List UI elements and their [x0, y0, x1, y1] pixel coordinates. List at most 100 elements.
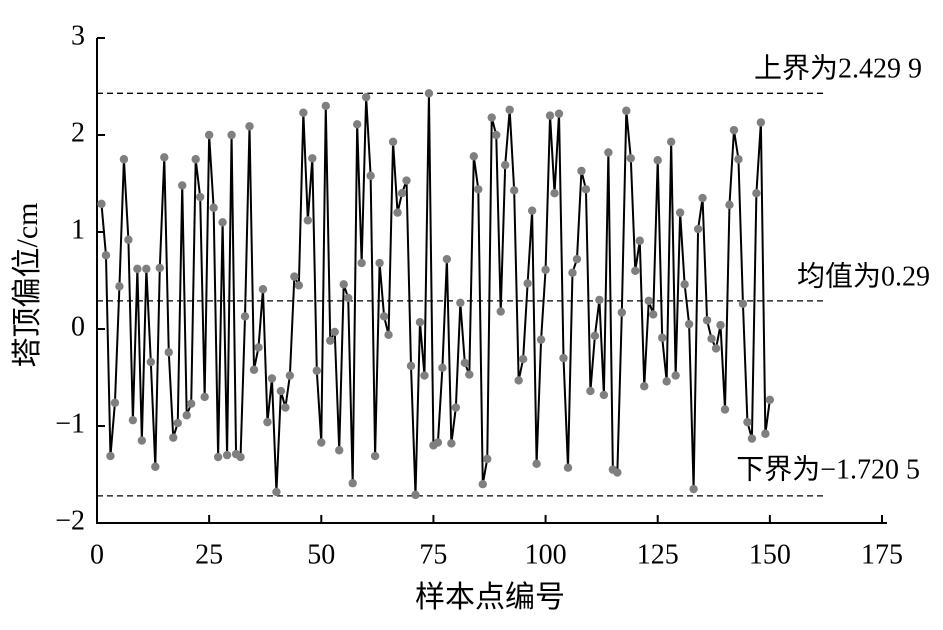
x-tick-label: 125 — [637, 539, 679, 570]
data-point — [124, 235, 133, 244]
reference-label: 上界为2.429 9 — [754, 53, 922, 85]
data-point — [402, 176, 411, 185]
data-point — [689, 484, 698, 494]
data-point — [97, 199, 106, 209]
data-point — [527, 206, 537, 215]
data-point — [204, 130, 214, 140]
data-point — [303, 216, 313, 225]
y-tick-label: 3 — [71, 20, 85, 51]
data-point — [160, 153, 169, 162]
data-point — [173, 418, 182, 428]
data-point — [532, 459, 541, 469]
data-point — [379, 312, 389, 321]
data-point — [290, 272, 299, 281]
data-point — [738, 299, 748, 308]
data-point — [308, 154, 317, 163]
data-point — [729, 125, 739, 135]
y-tick-label: 2 — [71, 117, 85, 148]
data-point — [536, 335, 546, 344]
data-point — [357, 258, 366, 268]
data-point — [155, 263, 164, 273]
data-point — [451, 403, 461, 412]
data-point — [370, 451, 380, 461]
x-axis-title: 样本点编号 — [415, 581, 565, 614]
data-point — [222, 450, 232, 460]
data-point — [572, 254, 582, 264]
data-point — [684, 319, 694, 329]
data-point — [631, 266, 640, 275]
x-tick-label: 75 — [419, 539, 447, 570]
data-line — [100, 92, 771, 496]
data-point — [438, 363, 447, 372]
data-point — [577, 166, 586, 176]
data-point — [137, 436, 147, 445]
data-point — [415, 318, 425, 327]
y-tick-label: 0 — [71, 311, 85, 342]
data-point — [146, 357, 156, 367]
data-point — [752, 189, 761, 198]
data-point — [447, 439, 456, 448]
data-point — [662, 377, 671, 386]
data-point — [326, 336, 335, 345]
data-point — [169, 433, 178, 442]
data-point — [559, 353, 568, 363]
data-point — [294, 281, 304, 290]
data-point — [626, 154, 635, 163]
data-point — [693, 224, 703, 234]
data-point — [756, 118, 766, 127]
data-point — [263, 417, 272, 427]
data-point — [541, 265, 550, 275]
data-point — [523, 279, 532, 288]
data-point — [604, 148, 613, 157]
data-point — [496, 307, 505, 316]
data-point — [245, 122, 254, 131]
reference-label: 下界为−1.720 5 — [736, 453, 920, 485]
data-point — [317, 438, 326, 447]
x-tick-label: 100 — [525, 539, 567, 570]
data-point — [366, 171, 375, 180]
x-tick-label: 25 — [195, 539, 223, 570]
reference-label: 均值为0.29 — [797, 260, 930, 292]
data-point — [110, 398, 120, 407]
data-point — [586, 386, 595, 396]
data-point — [384, 330, 393, 340]
data-point — [474, 185, 483, 194]
data-point — [227, 130, 236, 140]
data-point — [258, 285, 268, 294]
data-point — [675, 208, 685, 217]
data-point — [671, 371, 680, 380]
data-point — [151, 462, 160, 471]
data-point — [388, 137, 398, 146]
data-point — [209, 203, 218, 212]
data-point — [456, 298, 465, 308]
data-point — [653, 156, 662, 165]
data-point — [743, 417, 752, 427]
data-point — [213, 452, 223, 462]
x-tick-label: 50 — [307, 539, 335, 570]
data-point — [595, 295, 604, 305]
data-point — [518, 354, 528, 364]
data-point — [442, 254, 452, 264]
data-point — [720, 405, 730, 414]
data-point — [281, 403, 290, 412]
data-point — [478, 480, 487, 489]
data-point — [249, 365, 259, 374]
data-point — [492, 130, 501, 140]
data-point — [411, 490, 420, 500]
data-point — [680, 280, 689, 289]
data-point — [106, 451, 115, 461]
data-point — [698, 193, 707, 203]
data-point — [285, 371, 295, 380]
data-point — [644, 296, 653, 306]
data-point — [465, 370, 474, 379]
data-point — [487, 113, 496, 122]
y-axis-title: 塔顶偏位/cm — [11, 203, 44, 368]
data-point — [581, 185, 591, 194]
data-point — [348, 479, 357, 488]
data-point — [195, 192, 205, 202]
data-point — [352, 120, 362, 129]
data-point — [483, 454, 492, 464]
y-tick-label: −1 — [55, 408, 85, 439]
data-point — [761, 429, 770, 438]
x-tick-label: 150 — [749, 539, 791, 570]
